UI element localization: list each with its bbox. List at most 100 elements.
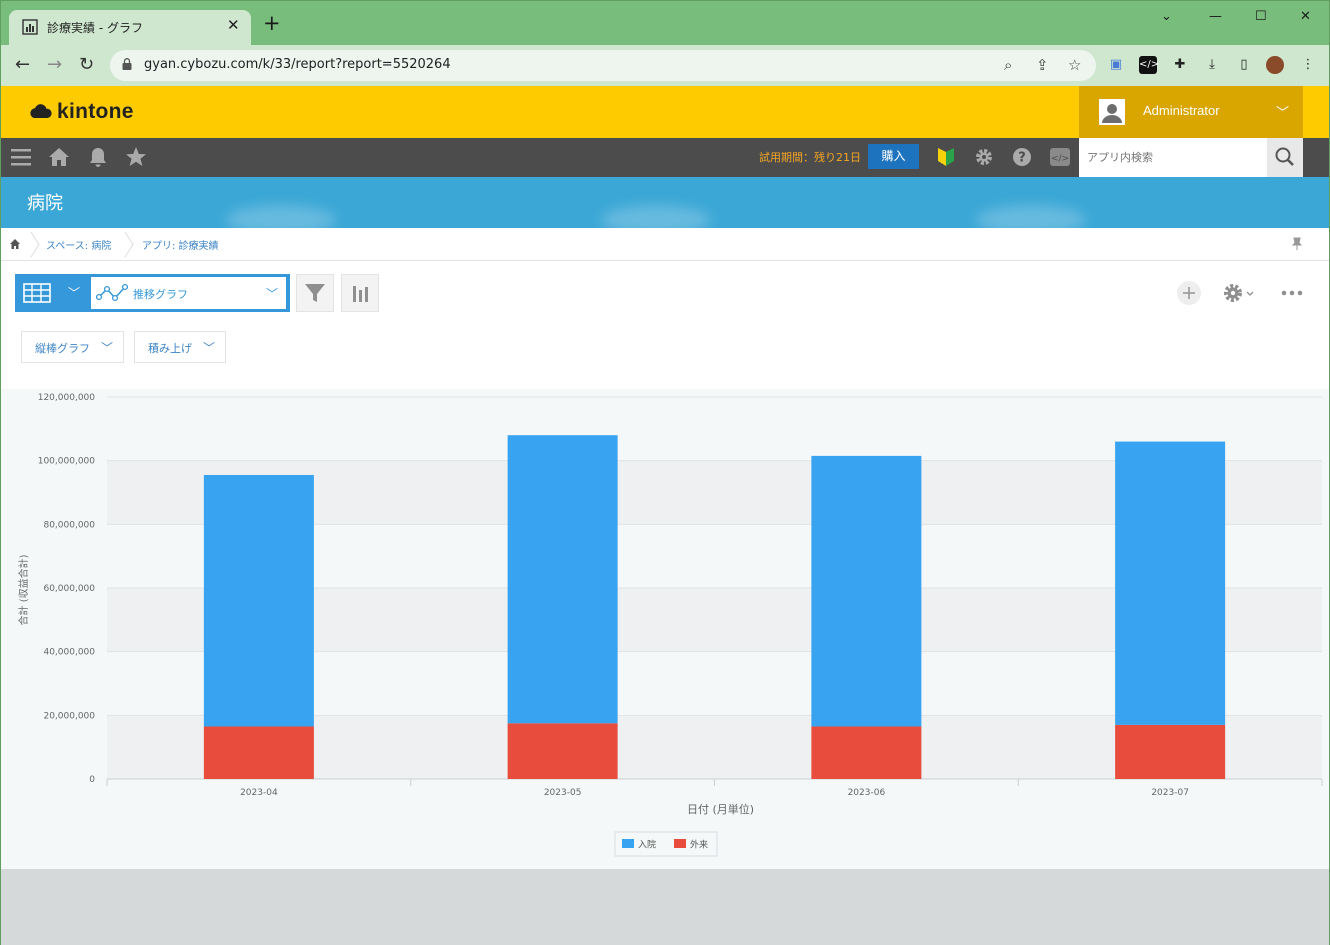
decoration bbox=[226, 205, 336, 228]
y-tick-label: 60,000,000 bbox=[43, 584, 95, 594]
code-icon[interactable]: </> bbox=[1048, 146, 1072, 168]
search-button[interactable] bbox=[1267, 138, 1303, 177]
chevron-down-icon[interactable]: ﹀ bbox=[68, 286, 81, 300]
user-menu[interactable]: Administrator ﹀ bbox=[1079, 86, 1303, 138]
pin-icon[interactable] bbox=[1291, 237, 1303, 251]
chart-type-dropdown[interactable]: 縦棒グラフ ﹀ bbox=[21, 331, 124, 363]
forward-icon[interactable]: → bbox=[47, 54, 63, 75]
breadcrumb-app-link[interactable]: アプリ: 診療実績 bbox=[142, 241, 219, 252]
chevron-down-icon: ﹀ bbox=[265, 287, 278, 301]
y-tick-label: 100,000,000 bbox=[38, 457, 96, 467]
kintone-header: kintone Administrator ﹀ bbox=[1, 86, 1329, 138]
bar-chart-icon bbox=[353, 286, 368, 302]
bar-外来 bbox=[811, 726, 922, 779]
view-name: 推移グラフ bbox=[133, 288, 188, 301]
zoom-icon[interactable]: ⌕ bbox=[1004, 56, 1013, 74]
tab-search-chevron-icon[interactable]: ⌄ bbox=[1161, 9, 1172, 24]
favorite-star-icon[interactable] bbox=[124, 146, 148, 168]
chevron-down-icon: ﹀ bbox=[1275, 106, 1289, 121]
user-avatar-icon bbox=[1099, 99, 1125, 125]
menu-icon[interactable] bbox=[9, 146, 33, 168]
sidepanel-icon[interactable]: ▯ bbox=[1240, 57, 1248, 72]
x-axis-title: 日付 (月単位) bbox=[687, 802, 754, 816]
y-tick-label: 40,000,000 bbox=[43, 648, 95, 658]
new-tab-icon[interactable]: + bbox=[263, 11, 281, 35]
browser-menu-icon[interactable]: ⋮ bbox=[1301, 57, 1315, 72]
share-icon[interactable]: ⇪ bbox=[1036, 56, 1049, 74]
maximize-icon[interactable]: ☐ bbox=[1255, 9, 1267, 24]
browser-tab[interactable]: 診療実績 - グラフ ✕ bbox=[9, 10, 251, 45]
breadcrumb-space-link[interactable]: スペース: 病院 bbox=[46, 241, 112, 252]
view-selector: ﹀ 推移グラフ ﹀ bbox=[15, 274, 290, 312]
decoration bbox=[976, 205, 1086, 228]
notification-bell-icon[interactable] bbox=[86, 146, 110, 168]
svg-text:?: ? bbox=[1018, 151, 1026, 166]
bar-入院 bbox=[1115, 441, 1226, 725]
chevron-down-icon: ﹀ bbox=[202, 341, 215, 355]
url-text: gyan.cybozu.com/k/33/report?report=55202… bbox=[144, 57, 451, 72]
lock-icon bbox=[122, 58, 132, 70]
username: Administrator bbox=[1143, 103, 1220, 118]
back-icon[interactable]: ← bbox=[15, 54, 31, 75]
kintone-nav: 試用期間：残り21日 購入 ? </> bbox=[1, 138, 1329, 177]
translate-extension-icon[interactable]: ▣ bbox=[1109, 57, 1123, 72]
purchase-button[interactable]: 購入 bbox=[868, 144, 919, 169]
space-header: 病院 bbox=[1, 177, 1329, 228]
minimize-icon[interactable]: — bbox=[1209, 9, 1222, 24]
legend-swatch bbox=[674, 839, 686, 848]
y-tick-label: 0 bbox=[89, 775, 95, 785]
tab-close-icon[interactable]: ✕ bbox=[227, 16, 240, 34]
bookmark-star-icon[interactable]: ☆ bbox=[1068, 56, 1082, 74]
browser-toolbar: ← → ↻ gyan.cybozu.com/k/33/report?report… bbox=[1, 45, 1329, 86]
add-record-icon[interactable] bbox=[1176, 280, 1202, 306]
reload-icon[interactable]: ↻ bbox=[79, 54, 95, 75]
bar-入院 bbox=[811, 455, 922, 727]
y-tick-label: 80,000,000 bbox=[43, 520, 95, 530]
home-icon[interactable] bbox=[9, 238, 21, 250]
x-tick-label: 2023-04 bbox=[240, 788, 278, 798]
beginner-mark-icon[interactable] bbox=[934, 146, 958, 168]
decoration bbox=[601, 205, 711, 228]
breadcrumb-separator bbox=[124, 232, 134, 257]
settings-gear-icon[interactable] bbox=[972, 146, 996, 168]
bar-外来 bbox=[1115, 724, 1226, 779]
x-tick-label: 2023-05 bbox=[544, 788, 582, 798]
bar-外来 bbox=[203, 726, 314, 779]
filter-button[interactable] bbox=[296, 274, 334, 312]
app-settings-gear-icon[interactable] bbox=[1221, 280, 1259, 306]
chart-type-label: 縦棒グラフ bbox=[35, 342, 90, 355]
help-icon[interactable]: ? bbox=[1010, 146, 1034, 168]
legend-label: 入院 bbox=[638, 839, 656, 851]
home-icon[interactable] bbox=[47, 146, 71, 168]
chart-area: 0 20,000,000 40,000,000 60,000,000 80,000,00… bbox=[1, 389, 1329, 869]
space-title: 病院 bbox=[27, 193, 63, 214]
search-icon bbox=[1275, 147, 1294, 166]
more-options-icon[interactable] bbox=[1279, 280, 1305, 306]
page-bottom bbox=[1, 869, 1329, 945]
tab-title: 診療実績 - グラフ bbox=[47, 21, 143, 35]
y-axis-title: 合計 (収益合計) bbox=[17, 554, 30, 625]
devtools-extension-icon[interactable]: </> bbox=[1139, 56, 1159, 74]
chevron-down-icon: ﹀ bbox=[100, 341, 113, 355]
close-window-icon[interactable]: ✕ bbox=[1300, 9, 1311, 24]
stack-mode-dropdown[interactable]: 積み上げ ﹀ bbox=[134, 331, 226, 363]
chart-tab-icon bbox=[22, 19, 38, 35]
bar-外来 bbox=[507, 723, 618, 779]
x-tick-label: 2023-06 bbox=[848, 788, 886, 798]
address-bar[interactable]: gyan.cybozu.com/k/33/report?report=55202… bbox=[110, 50, 1096, 81]
app-search-input[interactable] bbox=[1079, 138, 1267, 177]
filter-funnel-icon bbox=[305, 284, 325, 302]
kintone-logo[interactable]: kintone bbox=[29, 100, 134, 124]
y-tick-label: 20,000,000 bbox=[43, 711, 95, 721]
graph-view-dropdown[interactable]: 推移グラフ ﹀ bbox=[91, 277, 286, 309]
legend-swatch bbox=[622, 839, 634, 848]
svg-text:</>: </> bbox=[1051, 154, 1069, 164]
extensions-puzzle-icon[interactable]: ✚ bbox=[1174, 57, 1186, 72]
download-icon[interactable]: ⤓ bbox=[1209, 57, 1215, 72]
x-tick-label: 2023-07 bbox=[1151, 788, 1189, 798]
profile-avatar-icon[interactable] bbox=[1266, 56, 1284, 74]
trial-period-text: 試用期間：残り21日 bbox=[759, 151, 861, 164]
table-view-icon[interactable] bbox=[23, 283, 51, 303]
graph-settings-button[interactable] bbox=[341, 274, 379, 312]
